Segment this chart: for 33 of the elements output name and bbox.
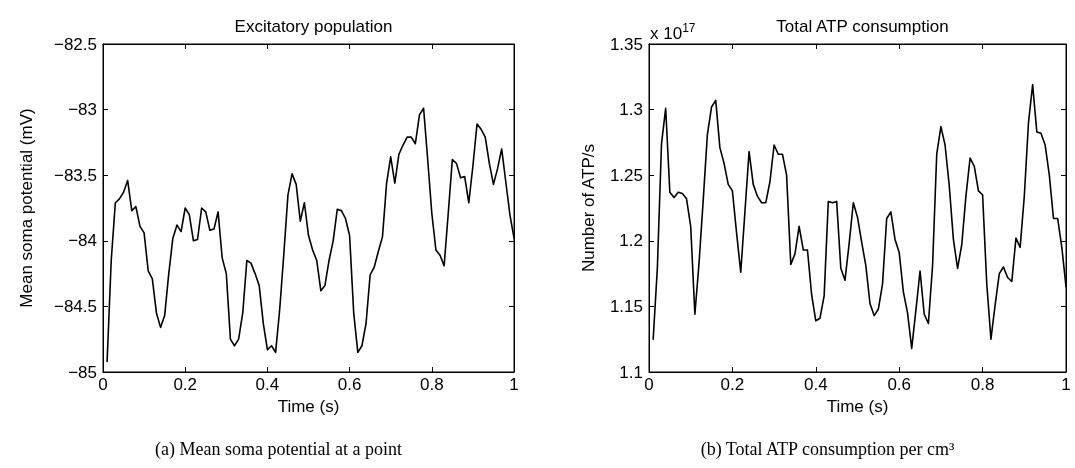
y-tick-label: −82.5: [53, 34, 97, 54]
x-tick-label: 0.6: [887, 375, 912, 394]
y-tick-label: 1.15: [609, 296, 643, 316]
y-tick-label: −83: [68, 100, 97, 120]
y-tick-label: 1.35: [609, 34, 643, 54]
y-tick-label: −85: [68, 362, 97, 382]
x-tick-label: 0.4: [803, 375, 828, 394]
y-tick-label: 1.3: [619, 100, 643, 120]
text: (b) Total ATP consumption per cm³: [699, 438, 956, 460]
text: (a) Mean soma potential at a point: [154, 438, 403, 460]
x-axis-title: Time (s): [277, 396, 340, 416]
y-tick-label: 1.25: [609, 165, 643, 185]
chart-title: Total ATP consumption: [776, 17, 949, 36]
y-tick-label: 1.1: [619, 362, 643, 382]
text: x 10$^{17}$: [650, 21, 696, 43]
x-tick-label: 1: [1061, 375, 1071, 394]
chart-title: Excitatory population: [234, 17, 393, 36]
y-tick-label: −84.5: [53, 296, 97, 316]
y-axis-title: Mean soma potential (mV): [17, 108, 36, 308]
x-axis-title: Time (s): [826, 396, 889, 416]
x-tick-label: 0.8: [970, 375, 995, 394]
y-tick-label: −83.5: [53, 165, 97, 185]
x-tick-label: 0.2: [720, 375, 745, 394]
y-tick-label: 1.2: [619, 231, 643, 251]
x-tick-label: 0.4: [255, 375, 280, 394]
x-tick-label: 0: [98, 375, 108, 394]
y-tick-label: −84: [68, 231, 97, 251]
x-tick-label: 0.6: [337, 375, 362, 394]
x-tick-label: 0: [644, 375, 654, 394]
x-tick-label: 1: [509, 375, 519, 394]
y-axis-title: Number of ATP/s: [579, 143, 598, 273]
x-tick-label: 0.2: [173, 375, 198, 394]
x-tick-label: 0.8: [419, 375, 444, 394]
